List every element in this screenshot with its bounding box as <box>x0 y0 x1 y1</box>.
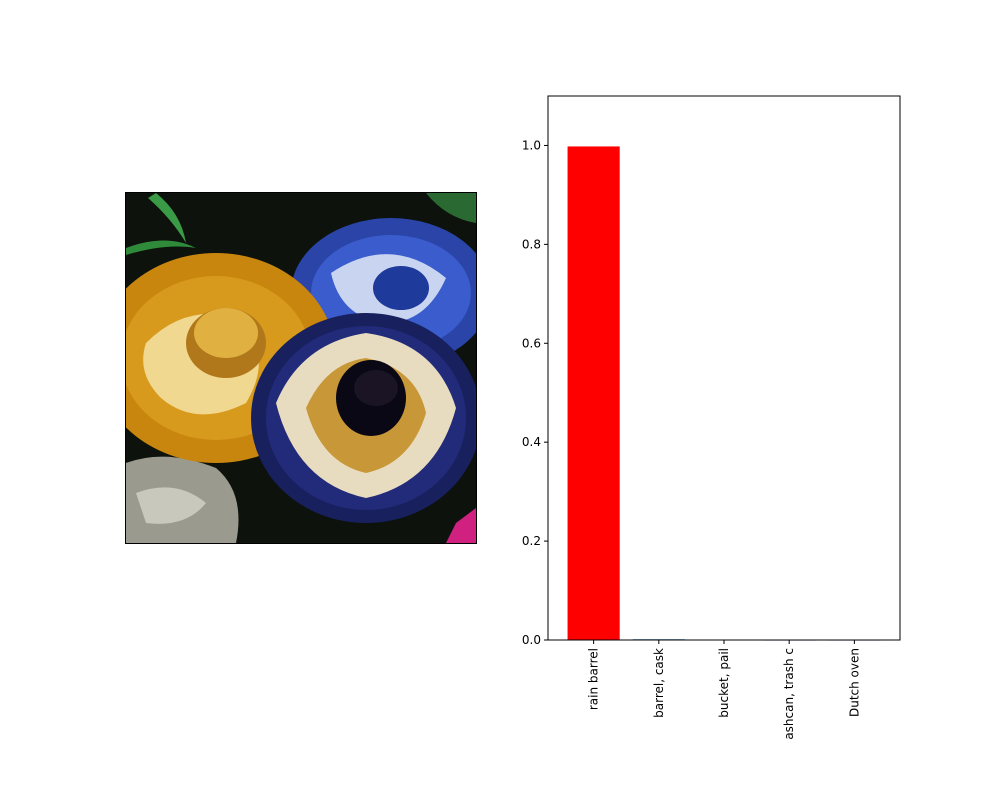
y-tick-label: 0.4 <box>522 435 541 449</box>
x-tick-label: ashcan, trash c <box>782 648 796 740</box>
y-tick-label: 0.8 <box>522 237 541 251</box>
bars <box>567 146 881 641</box>
y-axis: 0.0 0.2 0.4 0.6 0.8 1.0 <box>522 138 548 647</box>
y-tick-label: 0.6 <box>522 336 541 350</box>
y-tick-label: 0.0 <box>522 633 541 647</box>
y-tick-label: 1.0 <box>522 138 541 152</box>
bar-0 <box>567 146 620 640</box>
x-tick-label: rain barrel <box>587 648 601 710</box>
x-tick-label: barrel, cask <box>652 648 666 718</box>
x-axis: rain barrel barrel, cask bucket, pail ashca… <box>587 640 861 740</box>
input-photo <box>125 192 477 544</box>
plot-frame <box>547 95 901 641</box>
x-tick-label: bucket, pail <box>717 648 731 718</box>
y-tick-label: 0.2 <box>522 534 541 548</box>
x-tick-label: Dutch oven <box>847 648 861 717</box>
sombrero-photo <box>126 193 476 543</box>
